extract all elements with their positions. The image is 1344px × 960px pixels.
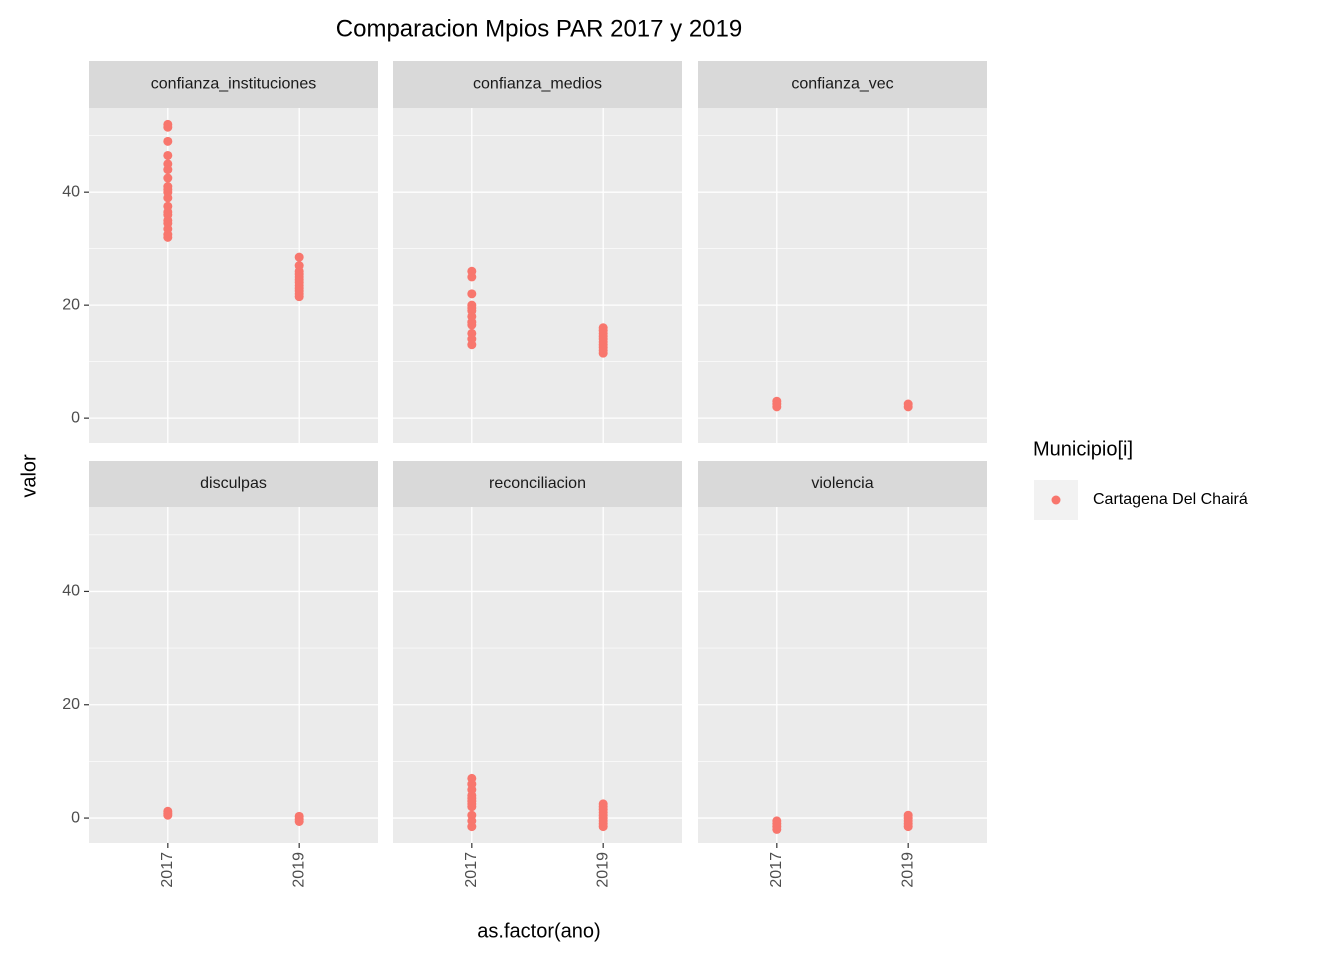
legend-label: Cartagena Del Chairá (1093, 491, 1248, 508)
chart-title: Comparacion Mpios PAR 2017 y 2019 (336, 15, 742, 42)
point (294, 252, 304, 262)
point (294, 292, 304, 302)
point (294, 816, 304, 826)
point (163, 193, 173, 203)
strip (89, 461, 378, 507)
point (467, 822, 477, 832)
panel (393, 108, 682, 443)
point (903, 402, 913, 412)
point (598, 348, 608, 358)
point (163, 150, 173, 160)
panel (698, 108, 987, 443)
x-tick-label: 2019 (899, 852, 916, 888)
x-tick-label: 2017 (159, 852, 176, 888)
point (163, 122, 173, 132)
point (467, 272, 477, 282)
point (467, 289, 477, 299)
y-tick-label: 0 (71, 409, 80, 426)
strip (698, 461, 987, 507)
panel (698, 507, 987, 843)
point (163, 136, 173, 146)
strip-label: confianza_vec (791, 76, 893, 93)
point (903, 822, 913, 832)
strip (89, 61, 378, 108)
strip-label: confianza_instituciones (151, 76, 316, 93)
strip-label: violencia (811, 475, 873, 492)
y-tick-label: 20 (62, 296, 80, 313)
point (467, 340, 477, 350)
panel (89, 507, 378, 843)
y-tick-label: 40 (62, 183, 80, 200)
y-tick-label: 20 (62, 696, 80, 713)
legend-point (1051, 495, 1061, 505)
point (163, 232, 173, 242)
point (163, 173, 173, 183)
strip (393, 61, 682, 108)
point (598, 822, 608, 832)
point (163, 165, 173, 175)
y-tick-label: 40 (62, 583, 80, 600)
x-tick-label: 2019 (594, 852, 611, 888)
y-tick-label: 0 (71, 809, 80, 826)
point (772, 824, 782, 834)
x-tick-label: 2017 (463, 852, 480, 888)
point (163, 810, 173, 820)
panel (89, 108, 378, 443)
y-axis-title: valor (18, 454, 40, 498)
point (467, 802, 477, 812)
point (772, 402, 782, 412)
x-tick-label: 2019 (290, 852, 307, 888)
strip-label: confianza_medios (473, 76, 602, 93)
strip (393, 461, 682, 507)
strip-label: disculpas (200, 475, 267, 492)
panel (393, 507, 682, 843)
x-axis-title: as.factor(ano) (477, 920, 600, 942)
strip-label: reconciliacion (489, 475, 586, 492)
legend-title: Municipio[i] (1033, 438, 1133, 460)
point (467, 320, 477, 330)
x-tick-label: 2017 (768, 852, 785, 888)
strip (698, 61, 987, 108)
